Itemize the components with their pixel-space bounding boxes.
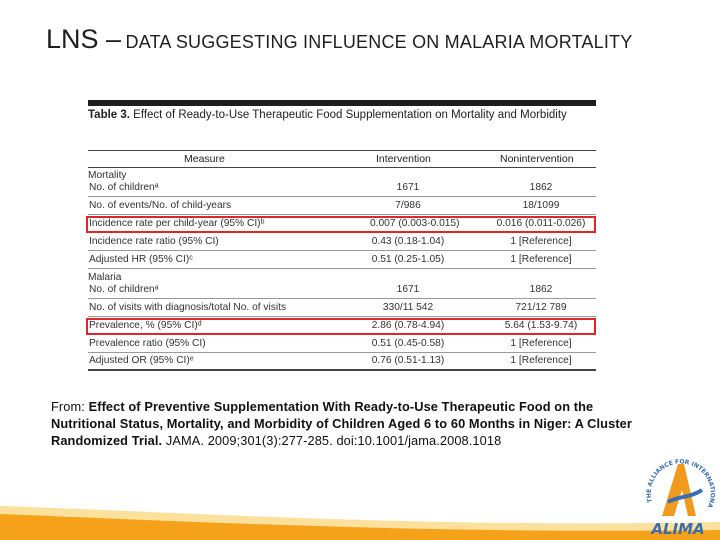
table-row: No. of visits with diagnosis/total No. o… bbox=[88, 300, 596, 317]
table-row: Malaria bbox=[88, 270, 596, 286]
cell-intervention: 0.76 (0.51-1.13) bbox=[371, 355, 445, 366]
cell-intervention: 330/11 542 bbox=[382, 302, 434, 313]
cell-nonintervention: 1 [Reference] bbox=[510, 236, 572, 247]
table-row: No. of childrenᵃ 1671 1862 bbox=[88, 180, 596, 197]
cell-measure: No. of visits with diagnosis/total No. o… bbox=[89, 302, 287, 313]
table-header: Measure Intervention Nonintervention bbox=[88, 150, 596, 168]
cell-measure: Incidence rate ratio (95% CI) bbox=[89, 236, 219, 247]
cell-measure: Adjusted HR (95% CI)ᶜ bbox=[89, 254, 193, 265]
cell-nonintervention: 18/1099 bbox=[522, 200, 560, 211]
cell-nonintervention: 0.016 (0.011-0.026) bbox=[496, 218, 586, 229]
cell-intervention: 0.51 (0.25-1.05) bbox=[371, 254, 445, 265]
table-row: Incidence rate ratio (95% CI) 0.43 (0.18… bbox=[88, 234, 596, 251]
table-caption-text: Effect of Ready-to-Use Therapeutic Food … bbox=[133, 109, 567, 121]
cell-measure: Adjusted OR (95% CI)ᵉ bbox=[89, 355, 194, 366]
cell-measure: Prevalence ratio (95% CI) bbox=[89, 338, 206, 349]
cell-measure: No. of childrenᵃ bbox=[89, 284, 159, 295]
header-measure: Measure bbox=[184, 153, 225, 165]
cell-measure: Prevalence, % (95% CI)ᵈ bbox=[89, 320, 202, 331]
table-row: No. of childrenᵃ 1671 1862 bbox=[88, 282, 596, 299]
cell-intervention: 7/986 bbox=[395, 200, 421, 211]
cell-measure: No. of childrenᵃ bbox=[89, 182, 159, 193]
cell-nonintervention: 1862 bbox=[529, 182, 553, 193]
cell-intervention: 1671 bbox=[396, 182, 420, 193]
slide-title: LNS – DATA SUGGESTING INFLUENCE ON MALAR… bbox=[46, 24, 632, 55]
incidence-highlight-box bbox=[86, 216, 596, 233]
table-row: Adjusted OR (95% CI)ᵉ 0.76 (0.51-1.13) 1… bbox=[88, 353, 596, 369]
table-caption: Table 3. Effect of Ready-to-Use Therapeu… bbox=[88, 109, 578, 122]
citation-source: JAMA. 2009;301(3):277-285. doi:10.1001/j… bbox=[162, 433, 502, 448]
citation-prefix: From: bbox=[51, 399, 89, 414]
table-row: Mortality bbox=[88, 168, 596, 184]
cell-nonintervention: 721/12 789 bbox=[515, 302, 567, 313]
citation: From: Effect of Preventive Supplementati… bbox=[51, 398, 651, 449]
orange-wave-decoration bbox=[0, 506, 720, 540]
results-table: Table 3. Effect of Ready-to-Use Therapeu… bbox=[86, 100, 596, 372]
table-top-rule bbox=[88, 100, 596, 106]
cell-intervention: 2.86 (0.78-4.94) bbox=[371, 320, 445, 331]
table-row: No. of events/No. of child-years 7/986 1… bbox=[88, 198, 596, 215]
table-number: Table 3. bbox=[88, 109, 130, 121]
cell-intervention: 1671 bbox=[396, 284, 420, 295]
cell-nonintervention: 1 [Reference] bbox=[510, 355, 572, 366]
slide-title-sub: DATA SUGGESTING INFLUENCE ON MALARIA MOR… bbox=[125, 32, 633, 52]
cell-intervention: 0.51 (0.45-0.58) bbox=[371, 338, 445, 349]
cell-measure: Mortality bbox=[88, 170, 127, 181]
header-intervention: Intervention bbox=[376, 153, 431, 165]
citation-title: Effect of Preventive Supplementation Wit… bbox=[51, 399, 632, 448]
table-row: Adjusted HR (95% CI)ᶜ 0.51 (0.25-1.05) 1… bbox=[88, 252, 596, 269]
cell-intervention: 0.007 (0.003-0.015) bbox=[370, 218, 460, 229]
cell-nonintervention: 1 [Reference] bbox=[510, 338, 572, 349]
cell-measure: Malaria bbox=[88, 272, 122, 283]
cell-nonintervention: 5.64 (1.53-9.74) bbox=[504, 320, 578, 331]
cell-intervention: 0.43 (0.18-1.04) bbox=[371, 236, 445, 247]
prevalence-highlight-box bbox=[86, 318, 596, 335]
header-nonintervention: Nonintervention bbox=[500, 153, 574, 165]
cell-nonintervention: 1862 bbox=[529, 284, 553, 295]
slide-title-main: LNS – bbox=[46, 24, 122, 54]
table-bottom-rule bbox=[88, 369, 596, 371]
cell-nonintervention: 1 [Reference] bbox=[510, 254, 572, 265]
cell-measure: Incidence rate per child-year (95% CI)ᵇ bbox=[89, 218, 265, 229]
logo-name: ALIMA bbox=[650, 520, 704, 538]
table-row: Prevalence ratio (95% CI) 0.51 (0.45-0.5… bbox=[88, 336, 596, 353]
alima-logo: THE ALLIANCE FOR INTERNATIONAL MEDICAL A… bbox=[638, 446, 716, 538]
cell-measure: No. of events/No. of child-years bbox=[89, 200, 232, 211]
